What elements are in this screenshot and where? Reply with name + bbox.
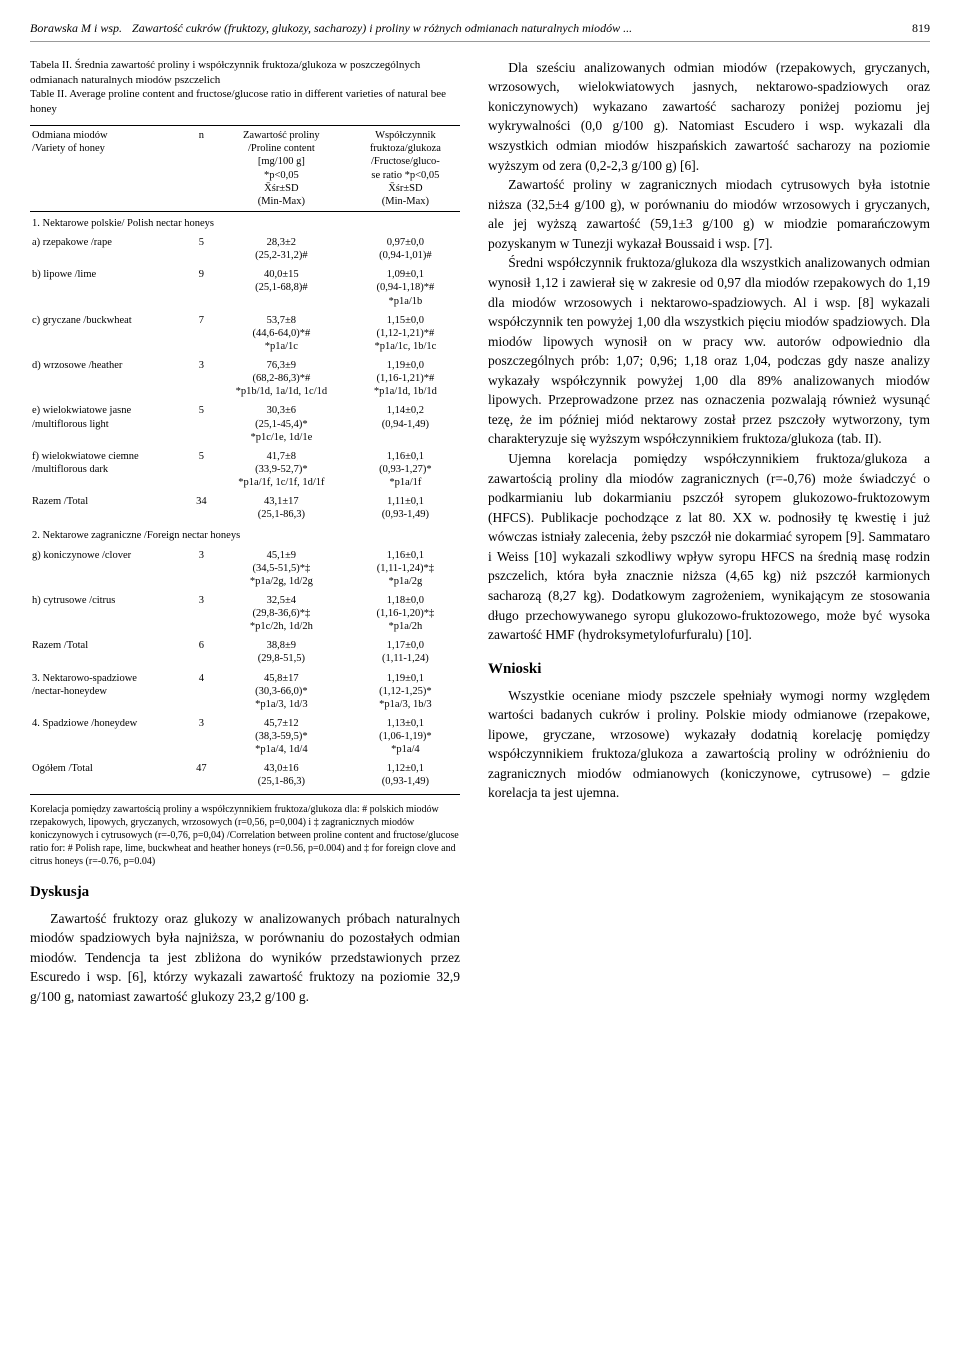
table-variety-cell: e) wielokwiatowe jasne/multiflorous ligh…	[30, 401, 191, 446]
table-n-cell: 3	[191, 591, 212, 636]
table-proline-cell: 38,8±9(29,8-51,5)	[212, 636, 351, 668]
table-n-cell: 3	[191, 356, 212, 401]
discussion-heading: Dyskusja	[30, 882, 460, 903]
table-n-cell: 34	[191, 492, 212, 524]
table-n-cell: 47	[191, 759, 212, 794]
table-n-cell: 5	[191, 401, 212, 446]
table-proline-cell: 45,1±9(34,5-51,5)*‡*p1a/2g, 1d/2g	[212, 546, 351, 591]
table-proline-cell: 40,0±15(25,1-68,8)#	[212, 265, 351, 310]
table-variety-cell: 3. Nektarowo-spadziowe/nectar-honeydew	[30, 669, 191, 714]
table-proline-cell: 43,1±17(25,1-86,3)	[212, 492, 351, 524]
table-variety-cell: 4. Spadziowe /honeydew	[30, 714, 191, 759]
table-proline-cell: 45,8±17(30,3-66,0)**p1a/3, 1d/3	[212, 669, 351, 714]
table-ratio-cell: 1,14±0,2(0,94-1,49)	[351, 401, 460, 446]
table-n-cell: 6	[191, 636, 212, 668]
col-ratio: Współczynnikfruktoza/glukoza/Fructose/gl…	[351, 126, 460, 212]
right-p2: Zawartość proliny w zagranicznych miodac…	[488, 175, 930, 253]
table-n-cell: 5	[191, 447, 212, 492]
table-proline-cell: 32,5±4(29,8-36,6)*‡*p1c/2h, 1d/2h	[212, 591, 351, 636]
table-variety-cell: b) lipowe /lime	[30, 265, 191, 310]
table-variety-cell: d) wrzosowe /heather	[30, 356, 191, 401]
table-proline-cell: 45,7±12(38,3-59,5)**p1a/4, 1d/4	[212, 714, 351, 759]
table-n-cell: 3	[191, 546, 212, 591]
table-n-cell: 9	[191, 265, 212, 310]
table-n-cell: 5	[191, 233, 212, 265]
header-authors: Borawska M i wsp.	[30, 20, 122, 37]
table-ratio-cell: 1,19±0,1(1,12-1,25)**p1a/3, 1b/3	[351, 669, 460, 714]
table-caption-pl: Tabela II. Średnia zawartość proliny i w…	[30, 59, 420, 86]
right-p4: Ujemna korelacja pomiędzy współczynnikie…	[488, 449, 930, 645]
table-variety-cell: c) gryczane /buckwheat	[30, 311, 191, 356]
table-section-header: 2. Nektarowe zagraniczne /Foreign nectar…	[30, 524, 460, 545]
table-ratio-cell: 1,16±0,1(1,11-1,24)*‡*p1a/2g	[351, 546, 460, 591]
table-caption: Tabela II. Średnia zawartość proliny i w…	[30, 58, 460, 117]
table-proline-cell: 76,3±9(68,2-86,3)*#*p1b/1d, 1a/1d, 1c/1d	[212, 356, 351, 401]
table-ratio-cell: 1,19±0,0(1,16-1,21)*#*p1a/1d, 1b/1d	[351, 356, 460, 401]
header-page-number: 819	[912, 20, 930, 37]
table-section-header: 1. Nektarowe polskie/ Polish nectar hone…	[30, 211, 460, 233]
col-variety: Odmiana miodów/Variety of honey	[30, 126, 191, 212]
table-ratio-cell: 1,16±0,1(0,93-1,27)**p1a/1f	[351, 447, 460, 492]
table-n-cell: 4	[191, 669, 212, 714]
table-proline-cell: 43,0±16(25,1-86,3)	[212, 759, 351, 794]
table-ratio-cell: 1,18±0,0(1,16-1,20)*‡*p1a/2h	[351, 591, 460, 636]
table-ratio-cell: 0,97±0,0(0,94-1,01)#	[351, 233, 460, 265]
header-title: Zawartość cukrów (fruktozy, glukozy, sac…	[122, 20, 912, 37]
table-ratio-cell: 1,17±0,0(1,11-1,24)	[351, 636, 460, 668]
table-proline-cell: 41,7±8(33,9-52,7)**p1a/1f, 1c/1f, 1d/1f	[212, 447, 351, 492]
table-variety-cell: f) wielokwiatowe ciemne/multiflorous dar…	[30, 447, 191, 492]
table-ratio-cell: 1,09±0,1(0,94-1,18)*#*p1a/1b	[351, 265, 460, 310]
right-column: Dla sześciu analizowanych odmian miodów …	[488, 58, 930, 1007]
table-variety-cell: Razem /Total	[30, 636, 191, 668]
col-proline: Zawartość proliny/Proline content[mg/100…	[212, 126, 351, 212]
table-proline-cell: 30,3±6(25,1-45,4)**p1c/1e, 1d/1e	[212, 401, 351, 446]
table-variety-cell: h) cytrusowe /citrus	[30, 591, 191, 636]
table-n-cell: 3	[191, 714, 212, 759]
table-variety-cell: Ogółem /Total	[30, 759, 191, 794]
table-ratio-cell: 1,11±0,1(0,93-1,49)	[351, 492, 460, 524]
table-variety-cell: g) koniczynowe /clover	[30, 546, 191, 591]
table-proline-cell: 28,3±2(25,2-31,2)#	[212, 233, 351, 265]
right-p5: Wszystkie oceniane miody pszczele spełni…	[488, 686, 930, 803]
discussion-body: Zawartość fruktozy oraz glukozy w analiz…	[30, 909, 460, 1007]
proline-ratio-table: Odmiana miodów/Variety of honey n Zawart…	[30, 125, 460, 794]
right-p1: Dla sześciu analizowanych odmian miodów …	[488, 58, 930, 175]
table-variety-cell: Razem /Total	[30, 492, 191, 524]
table-footnote: Korelacja pomiędzy zawartością proliny a…	[30, 803, 460, 868]
conclusions-heading: Wnioski	[488, 659, 930, 680]
table-ratio-cell: 1,15±0,0(1,12-1,21)*#*p1a/1c, 1b/1c	[351, 311, 460, 356]
table-variety-cell: a) rzepakowe /rape	[30, 233, 191, 265]
col-n: n	[191, 126, 212, 212]
table-proline-cell: 53,7±8(44,6-64,0)*#*p1a/1c	[212, 311, 351, 356]
running-header: Borawska M i wsp. Zawartość cukrów (fruk…	[30, 20, 930, 42]
table-ratio-cell: 1,13±0,1(1,06-1,19)**p1a/4	[351, 714, 460, 759]
table-ratio-cell: 1,12±0,1(0,93-1,49)	[351, 759, 460, 794]
table-n-cell: 7	[191, 311, 212, 356]
table-caption-en: Table II. Average proline content and fr…	[30, 88, 446, 115]
right-p3: Średni współczynnik fruktoza/glukoza dla…	[488, 253, 930, 449]
discussion-p1: Zawartość fruktozy oraz glukozy w analiz…	[30, 909, 460, 1007]
